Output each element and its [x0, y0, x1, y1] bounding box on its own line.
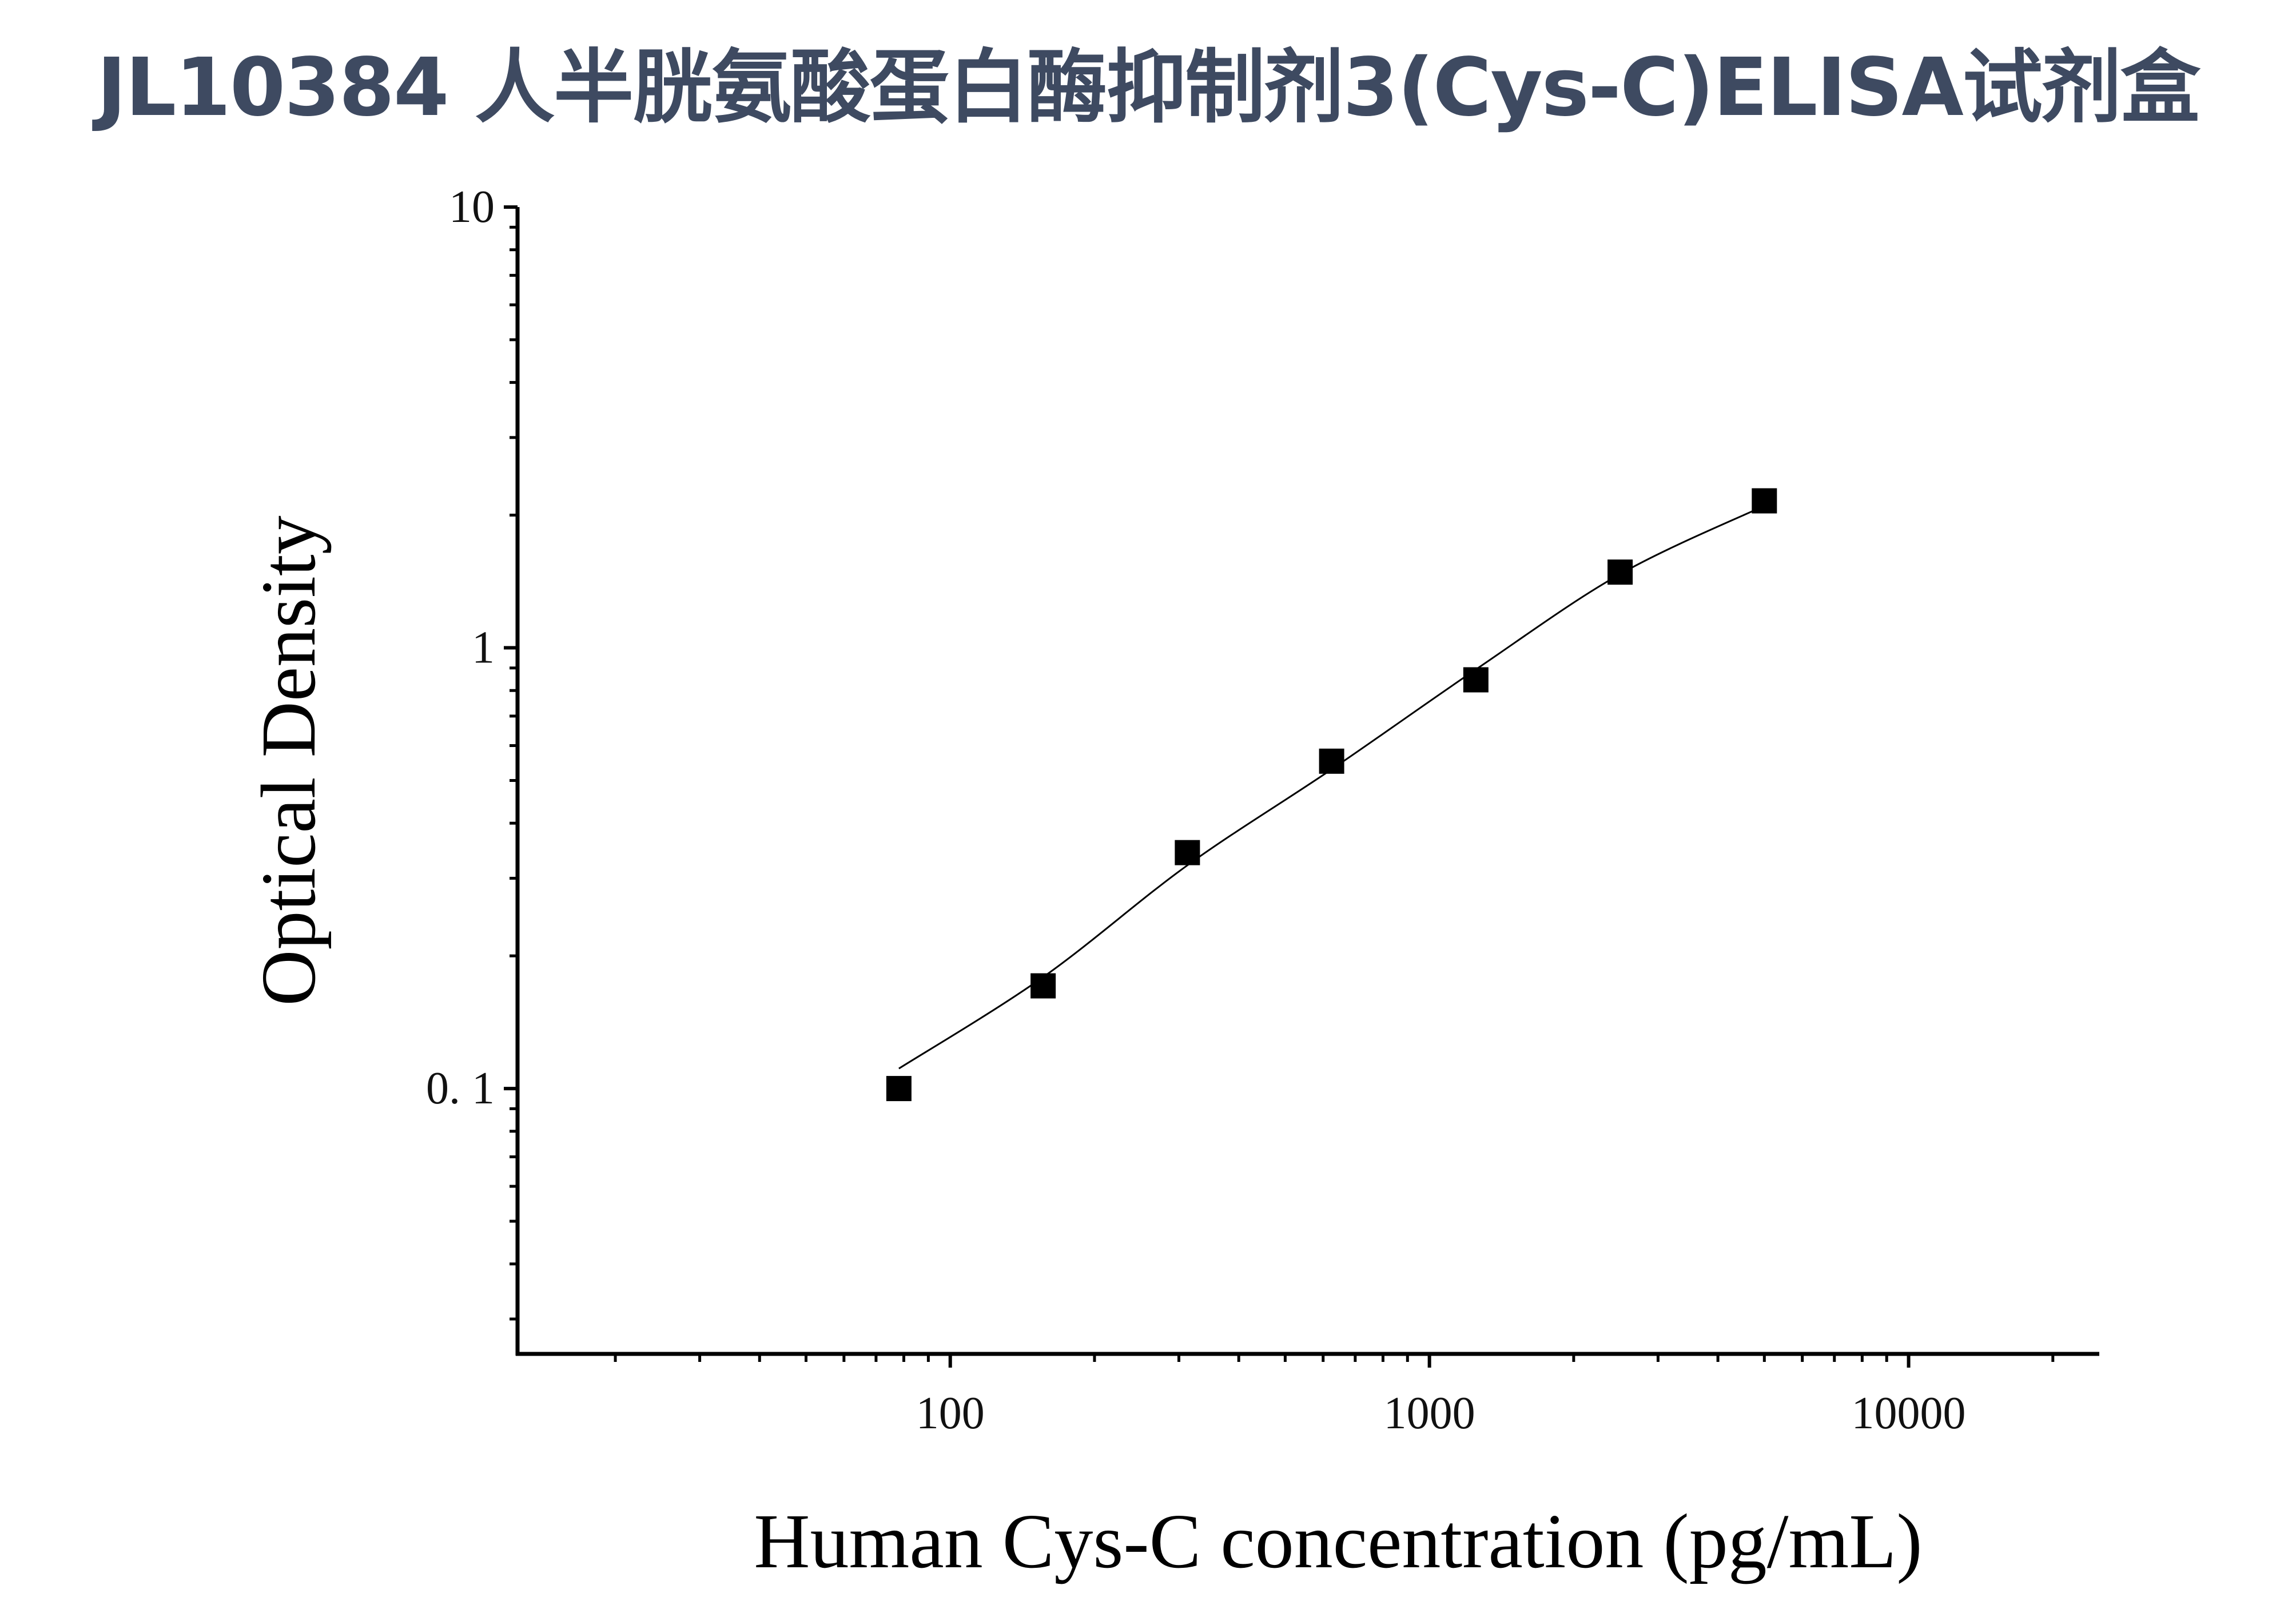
- x-tick-label: 100: [916, 1388, 985, 1439]
- chart-title: JL10384 人半胱氨酸蛋白酶抑制剂3(Cys-C)ELISA试剂盒: [97, 41, 2201, 134]
- data-point: [886, 1076, 912, 1102]
- y-tick-label: 0. 1: [426, 1063, 495, 1114]
- y-tick-label: 1: [472, 623, 495, 673]
- y-tick-label: 10: [449, 182, 495, 232]
- data-points: [886, 488, 1777, 1102]
- tick-labels: 0. 1 1 10 100 1000 10000: [426, 182, 1966, 1439]
- data-point: [1463, 667, 1489, 693]
- x-tick-label: 10000: [1852, 1388, 1966, 1439]
- y-axis-title: Optical Density: [246, 515, 332, 1006]
- data-point: [1175, 840, 1200, 865]
- fit-curve: [898, 504, 1765, 1070]
- data-point: [1319, 748, 1344, 774]
- ticks: [504, 205, 2055, 1368]
- axes: [515, 207, 2099, 1356]
- data-point: [1030, 973, 1056, 999]
- data-point: [1607, 559, 1633, 585]
- data-point: [1752, 488, 1777, 514]
- x-tick-label: 1000: [1384, 1388, 1475, 1439]
- x-axis-title: Human Cys-C concentration (pg/mL): [754, 1499, 1922, 1584]
